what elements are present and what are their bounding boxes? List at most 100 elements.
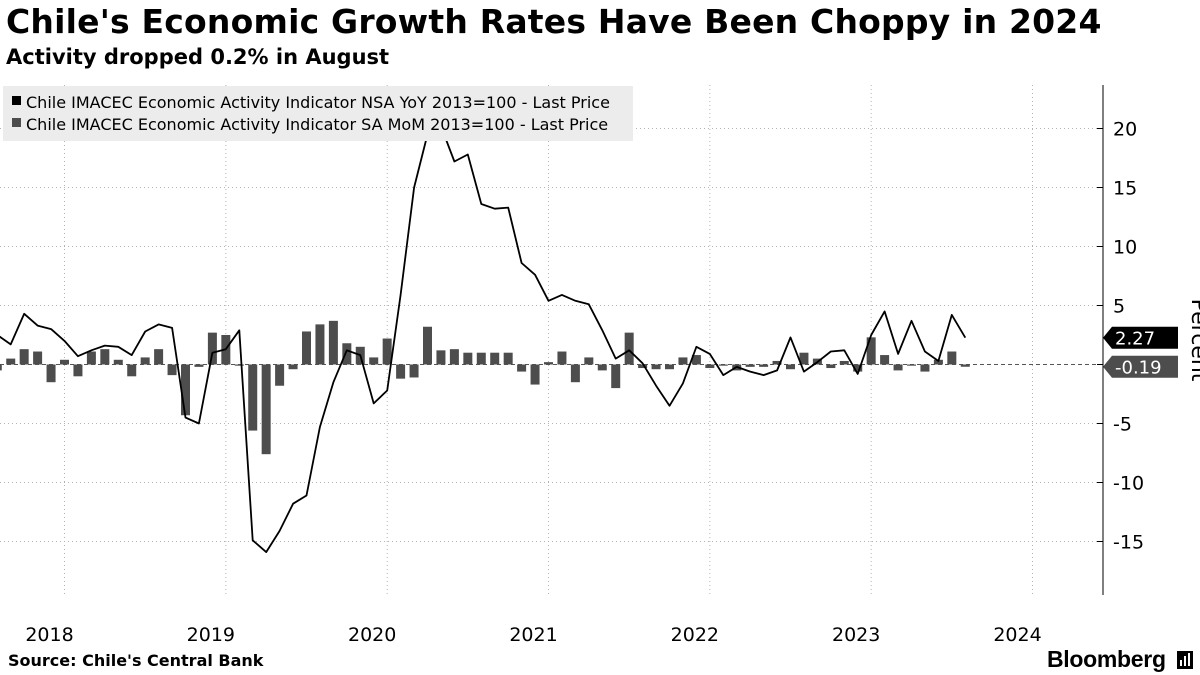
bar — [0, 364, 2, 371]
bar — [33, 351, 43, 365]
bar — [46, 364, 56, 383]
bar — [140, 357, 150, 365]
bar — [154, 349, 164, 365]
bar — [960, 364, 970, 367]
yoy-line — [0, 125, 967, 553]
y-tick-label: -10 — [1113, 473, 1144, 495]
mom-bars — [0, 320, 970, 455]
bar — [651, 364, 661, 370]
bar — [396, 364, 406, 379]
bar — [342, 343, 352, 365]
last-value-label-mom: -0.19 — [1115, 358, 1162, 379]
bar — [517, 364, 527, 372]
bar — [665, 364, 674, 370]
bar — [570, 364, 580, 383]
bar — [490, 352, 500, 365]
y-tick-label: -5 — [1113, 414, 1132, 436]
bar — [100, 349, 110, 365]
bar — [302, 331, 311, 365]
bar — [584, 357, 594, 365]
bar — [880, 355, 890, 365]
bar — [947, 351, 957, 365]
bar — [476, 352, 486, 365]
y-tick-label: 5 — [1113, 296, 1125, 318]
bar — [382, 338, 392, 365]
x-tick-label: 2024 — [993, 624, 1041, 646]
bar — [745, 364, 755, 367]
bar — [436, 350, 446, 365]
bar — [530, 364, 540, 385]
bar — [73, 364, 83, 377]
bar — [449, 349, 459, 365]
bar — [839, 360, 849, 365]
bar — [234, 364, 244, 366]
bloomberg-logo: Bloomberg — [1047, 646, 1166, 672]
legend: Chile IMACEC Economic Activity Indicator… — [3, 86, 633, 141]
bloomberg-terminal-icon — [1177, 651, 1193, 669]
legend-label-mom: Chile IMACEC Economic Activity Indicator… — [26, 115, 608, 134]
legend-label-yoy: Chile IMACEC Economic Activity Indicator… — [26, 93, 610, 112]
bar — [826, 364, 836, 369]
y-tick-label: 15 — [1113, 178, 1137, 200]
bar — [611, 364, 621, 389]
bar — [275, 364, 285, 386]
bar — [597, 364, 607, 371]
bar — [261, 364, 271, 455]
bar — [544, 362, 553, 365]
bar — [799, 352, 809, 365]
bar — [328, 320, 338, 365]
chart-subtitle: Activity dropped 0.2% in August — [6, 45, 390, 69]
bar — [503, 352, 513, 365]
bar — [678, 357, 688, 365]
bar — [60, 359, 69, 365]
last-value-label-yoy: 2.27 — [1115, 329, 1155, 350]
bar — [181, 364, 190, 416]
legend-background — [3, 86, 633, 141]
bar — [853, 364, 863, 372]
bar — [759, 364, 769, 367]
x-tick-label: 2020 — [348, 624, 396, 646]
x-tick-label: 2023 — [832, 624, 880, 646]
y-axis — [1097, 85, 1104, 595]
y-axis-label: Percent — [1186, 299, 1200, 382]
bar — [920, 364, 930, 372]
y-tick-label: 20 — [1113, 119, 1137, 141]
bar — [113, 359, 123, 365]
bar — [705, 364, 715, 369]
bar — [786, 364, 795, 370]
y-tick-label: -15 — [1113, 532, 1144, 554]
bar — [127, 364, 137, 377]
y-tick-labels: 20 15 10 5 -5 -10 -15 — [1113, 119, 1144, 554]
bar — [557, 351, 567, 365]
x-tick-label: 2022 — [671, 624, 719, 646]
bar — [866, 337, 876, 365]
bar — [167, 364, 177, 376]
bar — [207, 332, 217, 365]
bar — [907, 364, 916, 366]
gridlines — [0, 85, 1103, 595]
x-tick-label: 2019 — [187, 624, 235, 646]
bar — [19, 349, 29, 365]
bar — [772, 360, 782, 365]
bar — [624, 332, 634, 365]
x-tick-label: 2021 — [509, 624, 557, 646]
bar — [423, 326, 432, 365]
source-note: Source: Chile's Central Bank — [8, 651, 264, 670]
x-tick-labels: 2018 2019 2020 2021 2022 2023 2024 — [25, 624, 1041, 646]
bar — [933, 359, 943, 365]
bar — [6, 358, 16, 365]
bar — [315, 324, 325, 365]
bar — [463, 352, 473, 365]
bar — [288, 364, 298, 370]
bar — [893, 364, 903, 371]
last-value-tag-mom-shape — [1103, 355, 1178, 378]
bar — [194, 364, 204, 367]
bar — [409, 364, 419, 378]
last-value-tag-yoy: 2.27 — [1103, 326, 1178, 350]
last-value-tag-yoy-shape — [1103, 326, 1178, 349]
series-line — [0, 125, 967, 553]
legend-swatch-mom — [12, 118, 21, 127]
y-tick-label: 10 — [1113, 237, 1137, 259]
bar — [718, 364, 728, 366]
